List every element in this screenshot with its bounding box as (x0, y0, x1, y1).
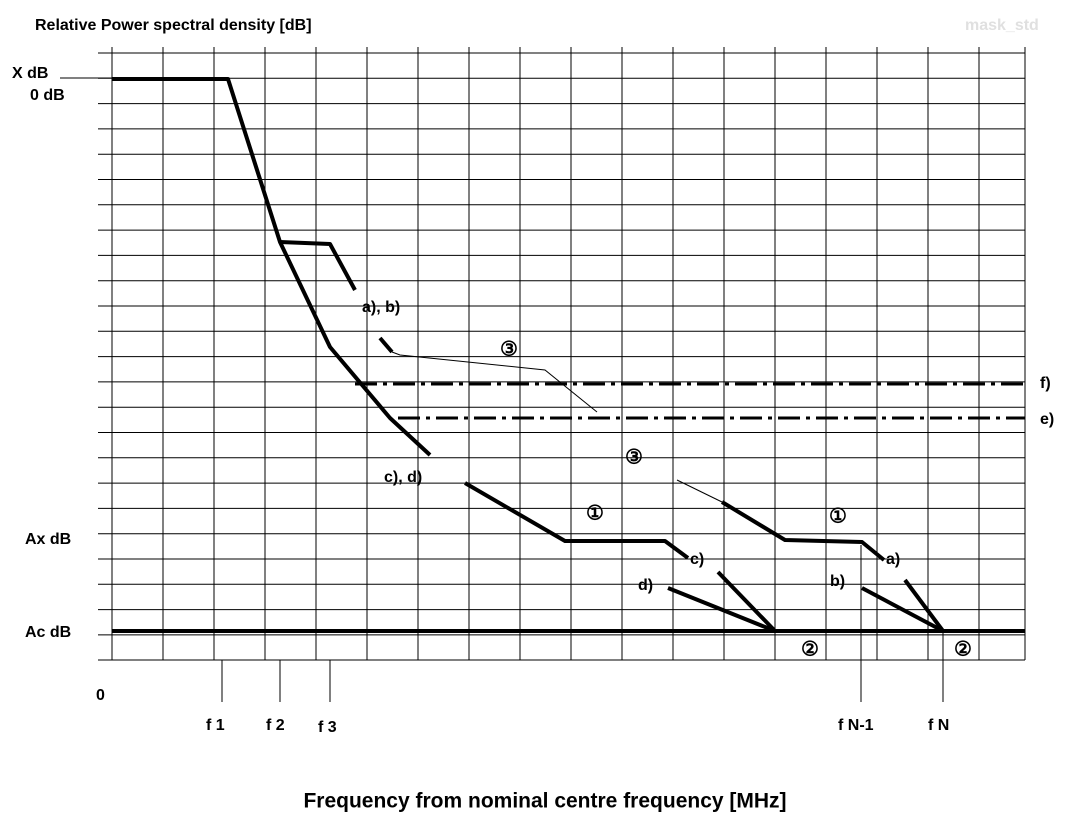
y-label: Ax dB (25, 531, 71, 548)
marker: ② (801, 638, 819, 660)
y-label: Ac dB (25, 624, 71, 641)
mask-curve (112, 77, 432, 457)
mask-curve-b (861, 586, 944, 633)
title: Relative Power spectral density [dB] (35, 17, 312, 34)
x-label: f 2 (266, 717, 285, 734)
curve-label: a), b) (362, 299, 400, 316)
y-label: 0 dB (30, 87, 65, 104)
marker: ③ (625, 446, 643, 468)
marker: ① (586, 502, 604, 524)
x-label: f 3 (318, 719, 337, 736)
curve-label: e) (1040, 411, 1054, 428)
mask-curve-c (716, 570, 777, 633)
mask-curve (720, 500, 886, 562)
y-label: X dB (12, 65, 48, 82)
curve-label: c) (690, 551, 704, 568)
mask-curve-ab (378, 336, 394, 354)
curve-label: d) (638, 577, 653, 594)
marker: ① (829, 505, 847, 527)
curve-label: f) (1040, 375, 1051, 392)
curve-label: c), d) (384, 469, 422, 486)
x-axis-title: Frequency from nominal centre frequency … (303, 790, 786, 813)
mask-curve (463, 481, 690, 560)
pointer-line (676, 479, 723, 503)
marker: ③ (500, 338, 518, 360)
x-label: f 1 (206, 717, 225, 734)
curve-label: a) (886, 551, 900, 568)
mask-curve-d (667, 586, 776, 633)
x-label: f N-1 (838, 717, 874, 734)
curve-label: b) (830, 573, 845, 590)
y-label: 0 (96, 687, 105, 704)
x-label: f N (928, 717, 949, 734)
marker: ② (954, 638, 972, 660)
mask-curve-ab (279, 240, 357, 291)
watermark: mask_std (965, 17, 1039, 34)
grid (98, 47, 1026, 661)
mask-curve-a (903, 578, 945, 633)
pointer-line (391, 351, 598, 413)
